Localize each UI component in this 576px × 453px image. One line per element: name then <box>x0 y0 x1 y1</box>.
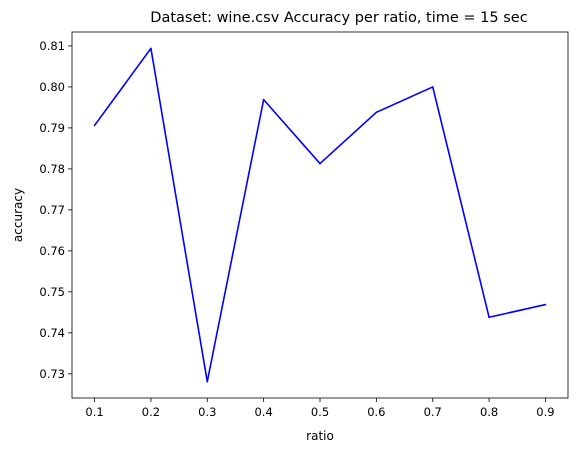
data-point <box>488 316 490 319</box>
data-point <box>206 380 209 383</box>
data-point <box>375 111 378 114</box>
y-tick-label: 0.77 <box>39 203 65 217</box>
y-tick-label: 0.78 <box>39 162 65 176</box>
x-axis: 0.1 0.2 0.3 0.4 0.5 0.6 0.7 0.8 0.9 <box>85 398 555 419</box>
y-axis-label: accuracy <box>11 188 25 242</box>
data-point <box>262 98 265 101</box>
x-tick-label: 0.8 <box>480 405 498 419</box>
y-tick-label: 0.75 <box>39 285 65 299</box>
y-tick-label: 0.76 <box>39 244 65 258</box>
x-tick-label: 0.6 <box>367 405 385 419</box>
x-tick-label: 0.2 <box>142 405 160 419</box>
x-tick-label: 0.4 <box>254 405 272 419</box>
x-tick-label: 0.3 <box>198 405 216 419</box>
series-points <box>93 47 547 383</box>
data-point <box>319 162 321 165</box>
y-axis: 0.73 0.74 0.75 0.76 0.77 0.78 0.79 0.80 0.81 <box>39 39 72 381</box>
data-point <box>150 47 152 50</box>
x-tick-label: 0.9 <box>536 405 554 419</box>
y-tick-label: 0.81 <box>39 39 65 53</box>
x-axis-label: ratio <box>306 429 334 443</box>
y-tick-label: 0.80 <box>39 80 65 94</box>
data-point <box>544 303 547 306</box>
x-tick-label: 0.7 <box>424 405 442 419</box>
data-point <box>431 86 434 88</box>
plot-frame <box>71 31 569 399</box>
data-point <box>93 124 96 127</box>
y-tick-label: 0.74 <box>39 326 65 340</box>
x-tick-label: 0.1 <box>85 405 103 419</box>
series-line <box>93 47 546 383</box>
x-tick-label: 0.5 <box>311 405 329 419</box>
y-tick-label: 0.73 <box>39 367 65 381</box>
chart-title: Dataset: wine.csv Accuracy per ratio, ti… <box>150 10 527 26</box>
y-tick-label: 0.79 <box>39 121 65 135</box>
